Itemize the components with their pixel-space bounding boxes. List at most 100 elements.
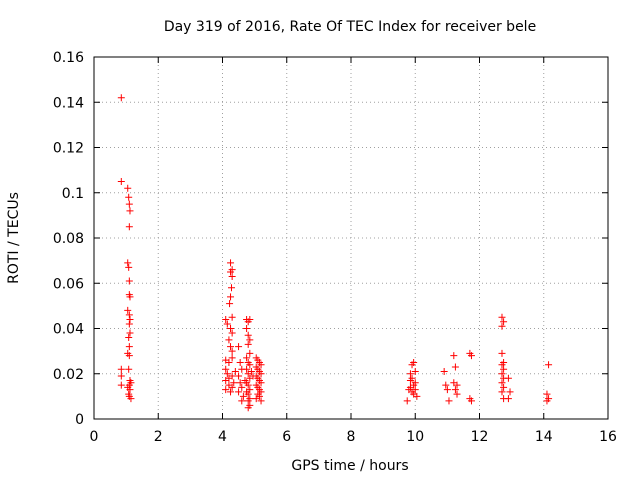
data-point (225, 358, 233, 366)
data-point (117, 94, 125, 102)
data-point (126, 207, 134, 215)
x-tick-label: 16 (599, 429, 617, 445)
y-tick-label: 0.1 (62, 186, 84, 202)
data-point (117, 365, 125, 373)
data-point (125, 277, 133, 285)
data-point (244, 381, 252, 389)
data-point (498, 388, 506, 396)
data-point (124, 184, 132, 192)
data-point (440, 367, 448, 375)
data-point (227, 325, 235, 332)
y-tick-label: 0.02 (53, 367, 84, 383)
data-point (498, 379, 506, 387)
data-point (257, 379, 265, 387)
data-point (222, 365, 230, 373)
data-point (252, 395, 260, 403)
data-point (238, 397, 246, 405)
y-tick-label: 0.14 (53, 95, 84, 111)
x-tick-label: 0 (90, 429, 99, 445)
data-point (498, 322, 506, 330)
data-point (125, 263, 133, 271)
data-point (227, 259, 235, 267)
x-tick-label: 4 (218, 429, 227, 445)
data-point (451, 386, 459, 394)
data-point (243, 325, 251, 332)
data-point (243, 354, 251, 362)
x-axis-ticks: 0 2 4 6 8 10 12 14 16 (90, 57, 617, 445)
data-point (222, 386, 230, 394)
data-point (223, 320, 231, 328)
data-point (125, 320, 133, 328)
data-point (498, 361, 506, 369)
chart-title: Day 319 of 2016, Rate Of TEC Index for r… (164, 19, 536, 35)
data-point (410, 358, 418, 366)
x-tick-label: 14 (535, 429, 553, 445)
data-point (244, 340, 252, 348)
data-point (244, 390, 252, 398)
y-axis-label: ROTI / TECUs (6, 192, 22, 284)
data-point (125, 200, 133, 208)
x-tick-label: 12 (471, 429, 489, 445)
data-point (227, 284, 235, 292)
data-point (246, 336, 254, 344)
y-tick-label: 0 (75, 412, 84, 428)
data-point (126, 386, 134, 394)
data-point (125, 352, 133, 360)
data-point (126, 315, 134, 323)
data-point (543, 397, 551, 405)
data-point (125, 343, 133, 351)
data-point (257, 397, 265, 405)
data-point (445, 397, 453, 405)
data-point (246, 361, 254, 369)
data-point (411, 367, 419, 375)
data-point (450, 352, 458, 360)
data-point (228, 354, 236, 362)
data-points (117, 94, 553, 412)
data-point (124, 259, 132, 267)
data-point (467, 397, 475, 405)
data-point (244, 331, 252, 339)
data-point (504, 374, 512, 382)
x-tick-label: 6 (282, 429, 291, 445)
data-point (545, 361, 553, 369)
data-point (504, 395, 512, 403)
data-point (243, 365, 251, 373)
data-point (125, 334, 133, 342)
data-point (228, 329, 236, 337)
data-point (117, 177, 125, 185)
data-point (257, 361, 265, 369)
data-point (244, 397, 252, 405)
data-point (228, 272, 236, 280)
data-point (453, 381, 461, 389)
data-point (244, 404, 252, 412)
y-tick-label: 0.12 (53, 141, 84, 157)
data-point (500, 383, 508, 391)
data-point (126, 329, 134, 337)
y-tick-label: 0.08 (53, 231, 84, 247)
data-point (246, 349, 254, 357)
data-point (257, 370, 265, 378)
data-point (223, 370, 231, 378)
data-point (442, 381, 450, 389)
data-point (235, 372, 243, 380)
data-point (247, 367, 255, 375)
data-point (227, 388, 235, 396)
y-tick-label: 0.04 (53, 322, 84, 338)
data-point (117, 372, 125, 380)
data-point (453, 390, 461, 398)
y-tick-label: 0.16 (53, 50, 84, 66)
data-point (125, 311, 133, 319)
data-point (227, 293, 235, 301)
data-point (236, 358, 244, 366)
grid-lines (94, 57, 608, 419)
data-point (500, 318, 508, 326)
data-point (451, 363, 459, 371)
x-axis-label: GPS time / hours (291, 458, 408, 474)
data-point (231, 367, 239, 375)
data-point (443, 386, 451, 394)
data-point (226, 300, 234, 308)
data-point (246, 315, 254, 323)
x-tick-label: 10 (406, 429, 424, 445)
x-tick-label: 8 (347, 429, 356, 445)
